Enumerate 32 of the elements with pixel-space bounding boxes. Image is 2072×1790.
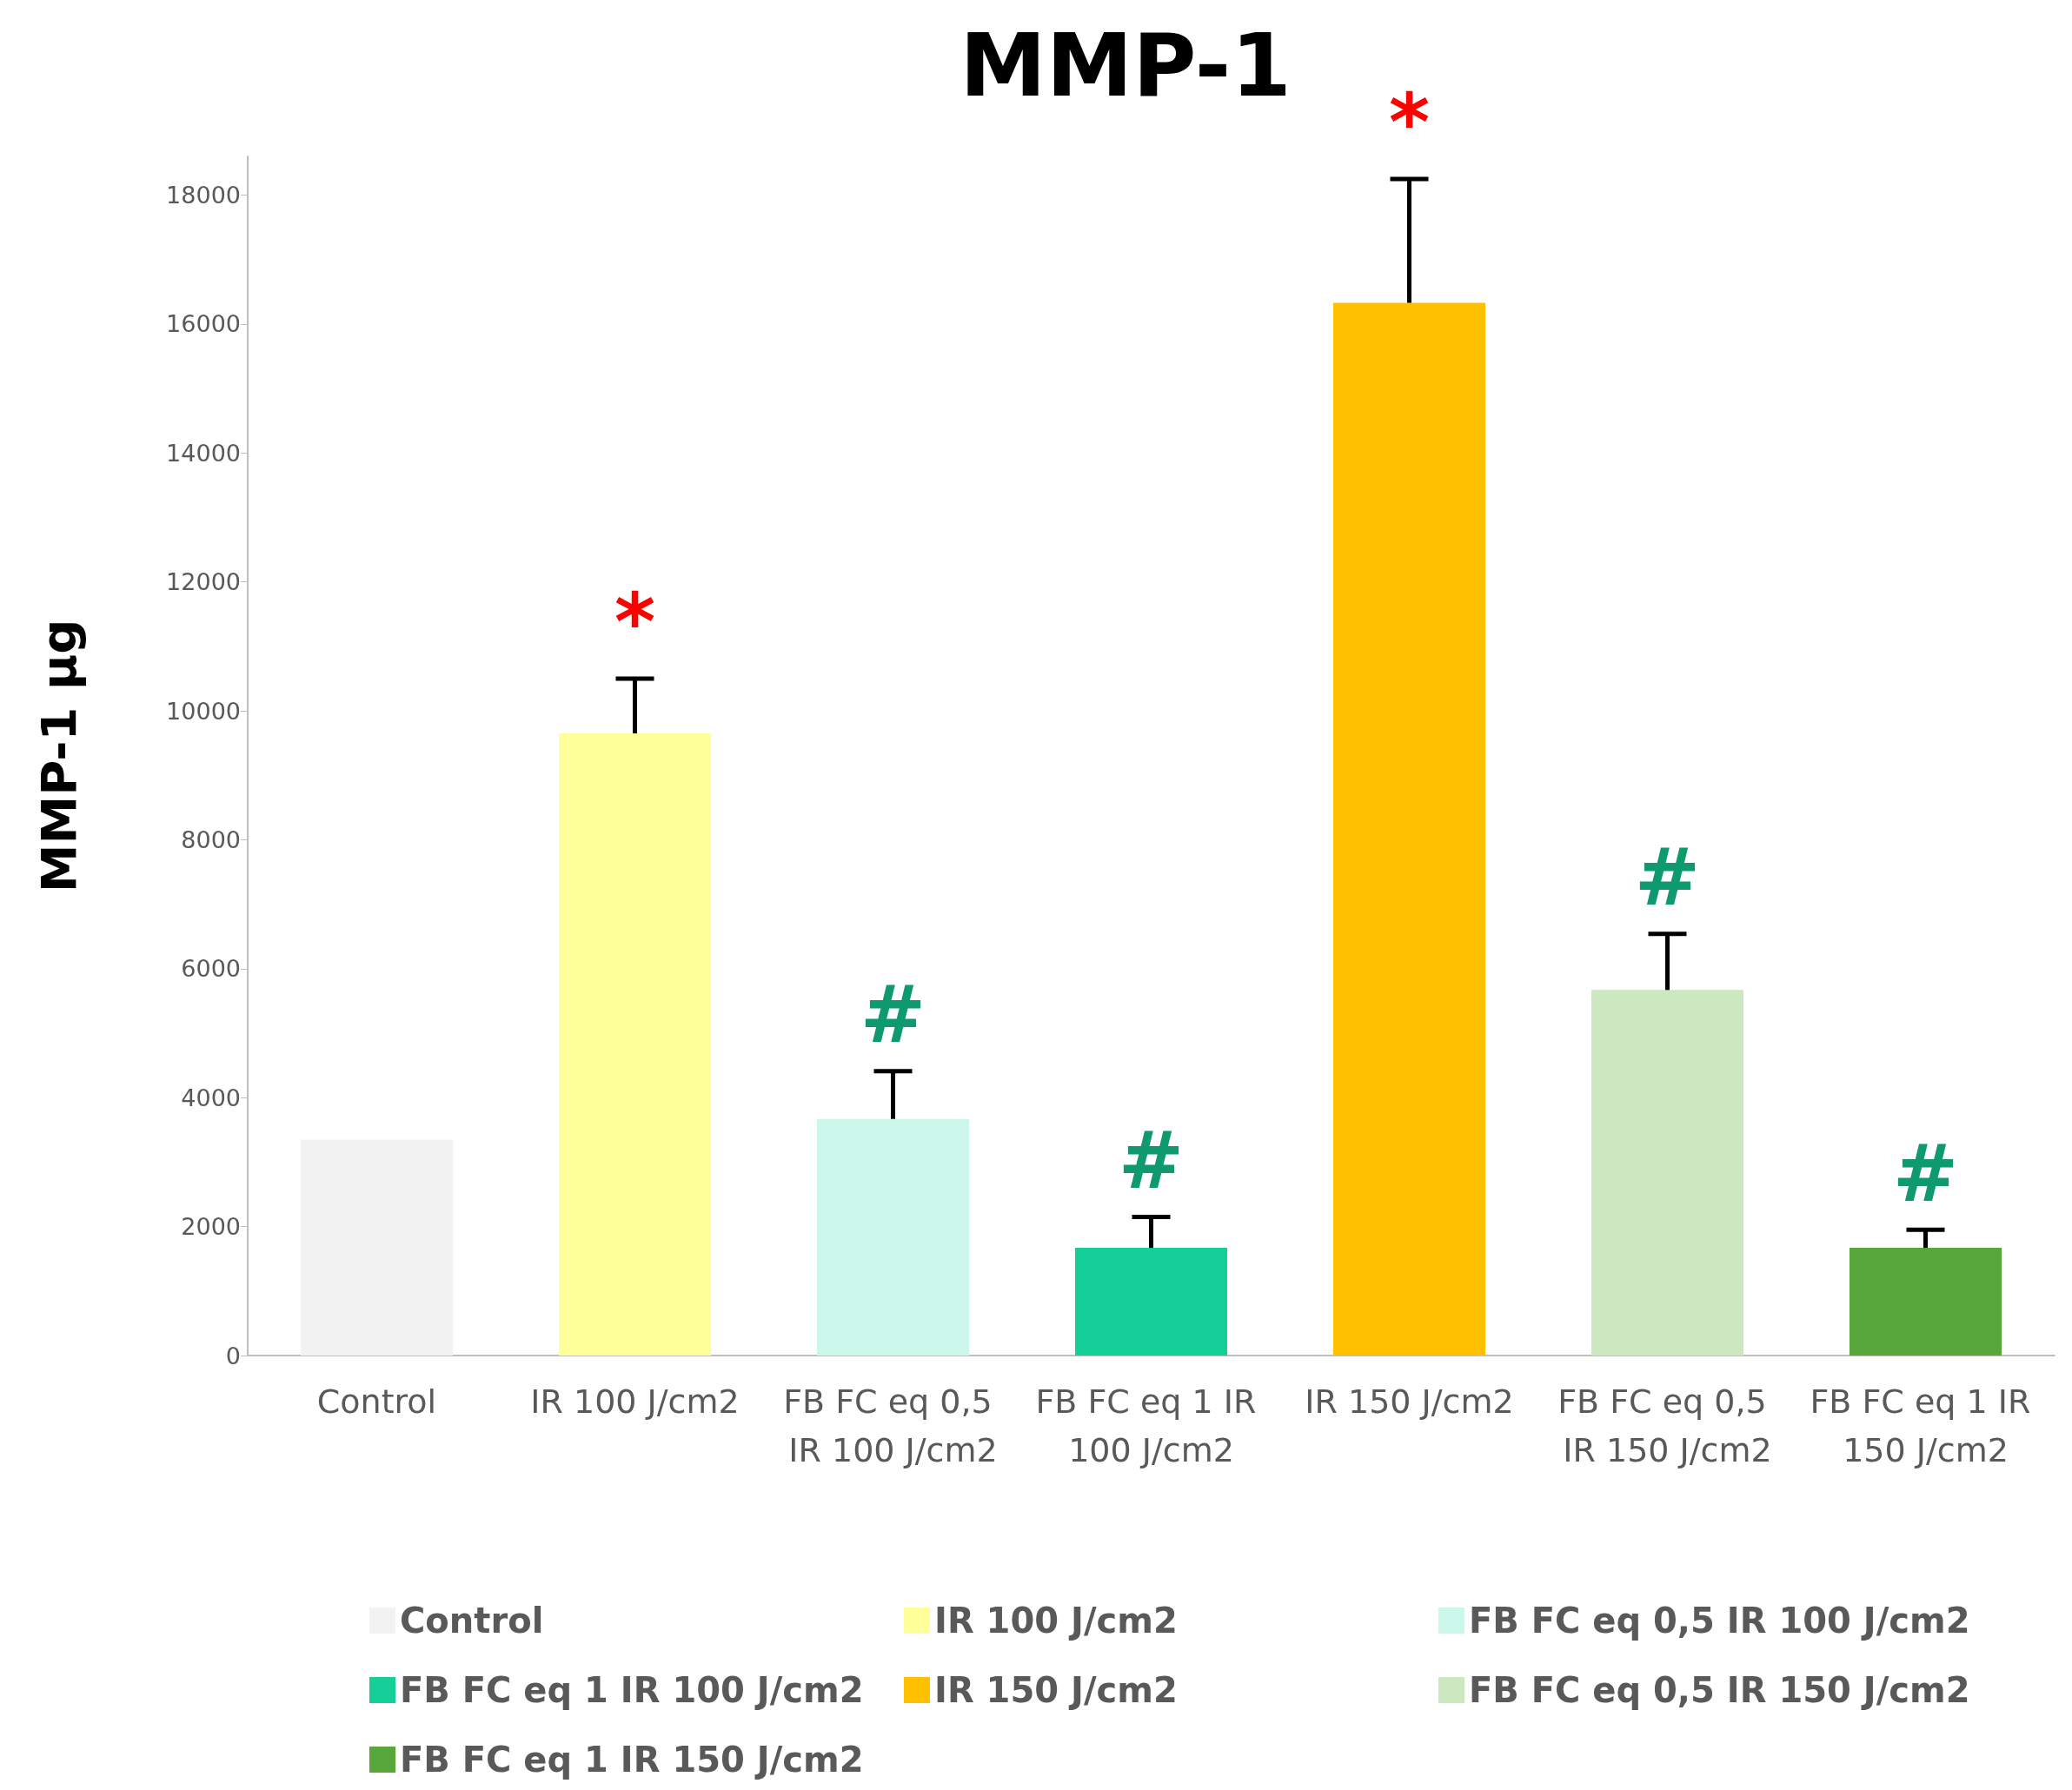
annotation: # (1634, 832, 1701, 924)
y-tick-label: 16000 (166, 310, 241, 338)
x-tick-label: Control (316, 1382, 437, 1421)
legend-label: Control (400, 1601, 544, 1641)
annotation: # (1118, 1114, 1185, 1206)
annotation: * (614, 576, 656, 668)
x-tick-label: IR 150 J/cm2 (1305, 1382, 1514, 1421)
legend-label: FB FC eq 1 IR 150 J/cm2 (400, 1740, 864, 1780)
y-tick-label: 4000 (181, 1084, 241, 1111)
chart-title: MMP-1 (960, 14, 1292, 116)
y-tick-label: 6000 (181, 955, 241, 983)
annotation: # (860, 969, 926, 1061)
x-tick-label: FB FC eq 0,5 IR 150 J/cm2 (1557, 1382, 1777, 1469)
annotation: * (1388, 76, 1431, 169)
y-tick-label: 0 (225, 1342, 241, 1369)
legend-label: FB FC eq 1 IR 100 J/cm2 (400, 1670, 864, 1710)
x-tick-label: FB FC eq 0,5 IR 100 J/cm2 (783, 1382, 1003, 1469)
x-tick-label: FB FC eq 1 IR 100 J/cm2 (1035, 1382, 1267, 1469)
legend-label: IR 100 J/cm2 (934, 1601, 1178, 1641)
x-tick-label: IR 100 J/cm2 (530, 1382, 740, 1421)
x-tick-label: FB FC eq 1 IR 150 J/cm2 (1810, 1382, 2042, 1469)
legend-label: FB FC eq 0,5 IR 150 J/cm2 (1469, 1670, 1970, 1710)
y-axis-title: MMP-1 µg (30, 619, 87, 893)
y-tick-label: 10000 (166, 697, 241, 725)
y-tick-label: 2000 (181, 1213, 241, 1241)
y-tick-label: 14000 (166, 439, 241, 467)
y-tick-label: 8000 (181, 825, 241, 853)
legend-label: IR 150 J/cm2 (934, 1670, 1178, 1710)
annotation: # (1892, 1127, 1959, 1219)
y-tick-label: 18000 (166, 182, 241, 209)
legend-label: FB FC eq 0,5 IR 100 J/cm2 (1469, 1601, 1970, 1641)
y-tick-label: 12000 (166, 568, 241, 596)
